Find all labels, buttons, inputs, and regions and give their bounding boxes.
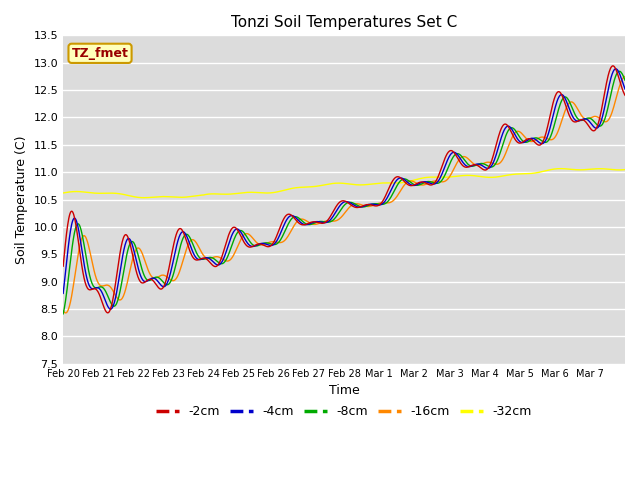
Text: TZ_fmet: TZ_fmet [72,47,129,60]
Y-axis label: Soil Temperature (C): Soil Temperature (C) [15,135,28,264]
Legend: -2cm, -4cm, -8cm, -16cm, -32cm: -2cm, -4cm, -8cm, -16cm, -32cm [151,400,537,423]
Title: Tonzi Soil Temperatures Set C: Tonzi Soil Temperatures Set C [231,15,457,30]
X-axis label: Time: Time [329,384,360,397]
